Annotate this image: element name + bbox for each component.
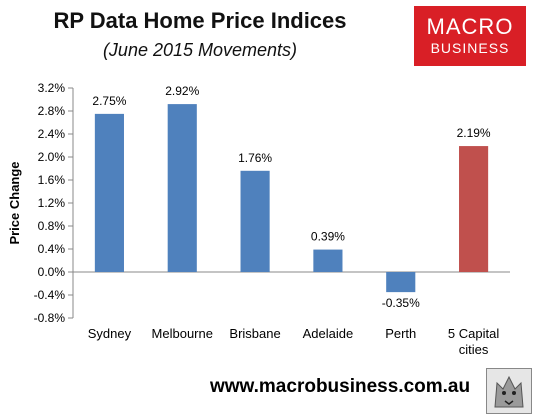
category-label: Brisbane	[229, 326, 280, 341]
category-label: Perth	[385, 326, 416, 341]
data-label: -0.35%	[382, 296, 420, 310]
website-url[interactable]: www.macrobusiness.com.au	[210, 376, 471, 397]
y-tick-label: 0.4%	[38, 242, 66, 256]
y-tick-label: 3.2%	[38, 81, 66, 95]
bar	[94, 113, 124, 272]
category-label: Melbourne	[152, 326, 213, 341]
data-label: 0.39%	[311, 230, 345, 244]
chart-subtitle: (June 2015 Movements)	[102, 40, 298, 60]
bar	[313, 249, 343, 272]
bar	[386, 272, 416, 293]
bar-chart: 3.2% 2.8% 2.4% 2.0% 1.6% 1.2% 0.8% 0.4% 0.0% -0.4…	[7, 81, 510, 357]
category-label: Sydney	[88, 326, 132, 341]
y-tick-label: 2.0%	[38, 150, 66, 164]
bar	[240, 170, 270, 272]
logo-text-macro: MACRO	[426, 14, 514, 39]
macrobusiness-logo: MACRO BUSINESS	[414, 6, 526, 66]
category-label: 5 Capital	[448, 326, 499, 341]
y-tick-label: 2.8%	[38, 104, 66, 118]
chart-title: RP Data Home Price Indices	[53, 8, 347, 33]
y-axis-label: Price Change	[7, 161, 22, 244]
y-tick-label: 2.4%	[38, 127, 66, 141]
category-label: Adelaide	[303, 326, 354, 341]
bar	[167, 104, 197, 272]
category-label: cities	[459, 342, 489, 357]
data-label: 2.19%	[457, 126, 491, 140]
y-tick-label: 0.8%	[38, 219, 66, 233]
data-label: 2.92%	[165, 84, 199, 98]
y-tick-label: 1.2%	[38, 196, 66, 210]
logo-text-business: BUSINESS	[430, 40, 510, 56]
y-tick-label: -0.4%	[34, 288, 66, 302]
y-tick-label: 1.6%	[38, 173, 66, 187]
data-label: 2.75%	[92, 94, 126, 108]
data-label: 1.76%	[238, 151, 272, 165]
y-tick-label: 0.0%	[38, 265, 66, 279]
bar	[459, 146, 489, 272]
wolf-icon	[486, 368, 532, 414]
y-tick-label: -0.8%	[34, 311, 66, 325]
